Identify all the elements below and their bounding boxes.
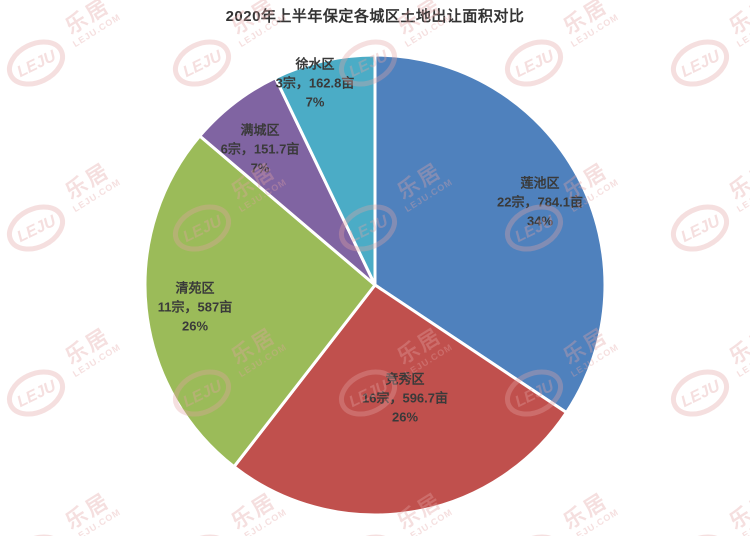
slice-label-detail: 6宗，151.7亩 [220, 141, 300, 157]
pie-slice-2 [143, 134, 377, 469]
slice-label-percent: 7% [250, 160, 270, 176]
slice-label-detail: 22宗，784.1亩 [497, 194, 583, 210]
slice-label-3: 满城区 6宗，151.7亩 7% [221, 121, 300, 178]
slice-label-detail: 3宗，162.8亩 [275, 75, 355, 91]
chart-title: 2020年上半年保定各城区土地出让面积对比 [225, 8, 525, 25]
slice-label-percent: 26% [181, 318, 209, 334]
slice-label-percent: 7% [305, 94, 325, 110]
slice-label-4: 徐水区 3宗，162.8亩 7% [276, 55, 355, 112]
slice-label-name: 清苑区 [175, 280, 215, 296]
slice-label-0: 莲池区 22宗，784.1亩 34% [497, 174, 583, 231]
slice-label-2: 清苑区 11宗，587亩 26% [158, 279, 232, 336]
slice-label-1: 竞秀区 16宗，596.7亩 26% [362, 370, 448, 427]
slice-label-name: 徐水区 [295, 56, 335, 72]
slice-label-name: 莲池区 [520, 175, 560, 191]
slice-label-detail: 16宗，596.7亩 [362, 390, 448, 406]
slice-label-detail: 11宗，587亩 [157, 299, 233, 315]
slice-label-name: 满城区 [240, 122, 280, 138]
slice-label-name: 竞秀区 [385, 371, 425, 387]
pie-slice-1 [232, 283, 568, 517]
slice-label-percent: 26% [391, 409, 419, 425]
slice-label-percent: 34% [526, 213, 554, 229]
pie-slice-4 [273, 53, 377, 287]
